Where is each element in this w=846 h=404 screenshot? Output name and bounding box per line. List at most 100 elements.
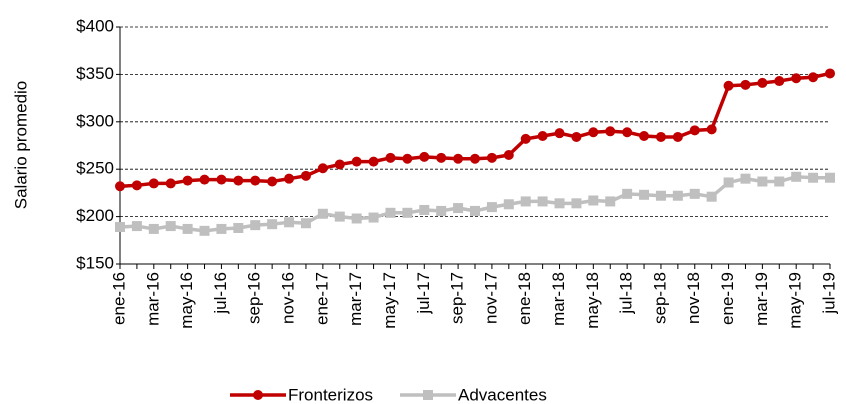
data-point [622,127,633,138]
data-point [774,176,785,187]
legend-label: Fronterizos [288,385,373,404]
x-tick-label: may-19 [786,272,805,329]
data-point [605,196,616,207]
data-point [740,79,751,90]
data-point [639,131,650,142]
data-point [554,198,565,209]
data-point [571,131,582,142]
data-point [148,223,159,234]
x-tick-label: mar-17 [346,272,365,326]
data-point [554,128,565,139]
data-point [402,207,413,218]
data-point [588,127,599,138]
data-point [284,173,295,184]
data-point [419,204,430,215]
data-point [757,77,768,88]
data-point [723,80,734,91]
data-point [520,133,531,144]
data-point [250,220,261,231]
data-point [470,205,480,216]
data-point [419,151,430,162]
data-point [791,171,802,182]
data-point [402,153,413,164]
data-point [115,222,125,233]
data-point [300,218,311,229]
data-point [655,131,666,142]
data-point [165,221,176,232]
y-tick-label: $250 [76,159,114,178]
data-point [689,188,700,199]
data-point [317,163,328,174]
data-point [199,174,210,185]
data-point [689,125,700,136]
data-point [233,222,244,233]
x-tick-label: nov-18 [684,272,703,324]
data-point [723,177,734,188]
y-tick-label: $300 [76,111,114,130]
data-point [131,180,142,191]
data-point [655,190,666,201]
data-point [115,181,125,192]
data-point [334,211,345,222]
x-tick-label: jul-17 [414,272,433,315]
data-point [300,170,311,181]
data-point [740,173,751,184]
x-tick-label: sep-18 [650,272,669,324]
data-point [284,217,295,228]
data-point [825,68,835,79]
data-point [453,153,464,164]
data-point [385,152,396,163]
x-tick-label: nov-16 [279,272,298,324]
data-point [351,213,362,224]
data-point [486,152,497,163]
x-tick-label: ene-17 [312,272,331,325]
data-point [588,195,599,206]
data-point [774,76,785,87]
data-point [571,198,582,209]
x-tick-label: mar-19 [752,272,771,326]
data-point [267,219,278,230]
data-point [148,178,159,189]
data-point [537,131,548,142]
x-tick-label: mar-18 [549,272,568,326]
data-point [791,73,802,84]
data-point [808,172,819,183]
data-point [537,196,548,207]
data-point [825,172,835,183]
data-point [808,72,819,83]
data-point [250,175,261,186]
data-point [351,156,362,167]
legend-marker [423,390,433,400]
x-tick-label: ene-18 [515,272,534,325]
data-point [182,223,193,234]
x-tick-label: sep-17 [448,272,467,324]
y-tick-label: $350 [76,64,114,83]
series-line [119,175,830,233]
data-point [131,221,142,232]
x-tick-label: jul-16 [211,272,230,315]
data-point [317,208,328,219]
data-point [639,189,650,200]
data-point [622,188,633,199]
data-point [520,196,531,207]
data-point [436,152,447,163]
data-point [182,175,193,186]
data-point [216,223,227,234]
x-tick-label: jul-19 [819,272,838,315]
data-point [672,190,683,201]
y-tick-label: $400 [76,16,114,35]
data-point [706,124,717,135]
data-point [757,176,768,187]
x-tick-label: jul-18 [617,272,636,315]
x-tick-label: may-18 [583,272,602,329]
legend-label: Advacentes [458,385,547,404]
data-point [165,178,176,189]
data-point [267,176,278,187]
legend-marker [253,390,263,400]
data-point [672,131,683,142]
data-point [453,203,464,214]
data-point [368,212,379,223]
data-point [216,174,227,185]
data-point [385,207,396,218]
